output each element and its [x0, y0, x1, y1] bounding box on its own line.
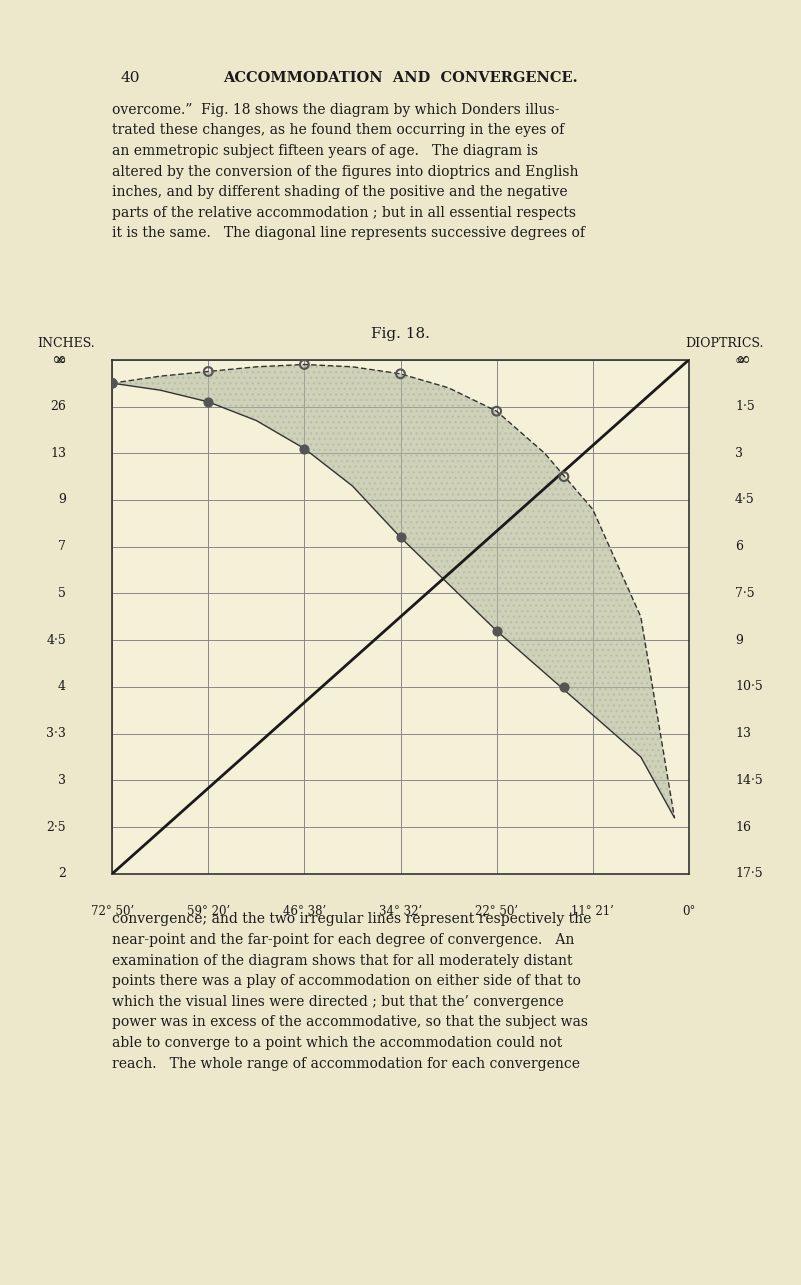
Point: [394, 364, 407, 384]
Text: 7·5: 7·5: [735, 587, 755, 600]
Text: 10·5: 10·5: [735, 680, 763, 694]
Text: overcome.”  Fig. 18 shows the diagram by which Donders illus-
trated these chang: overcome.” Fig. 18 shows the diagram by …: [112, 103, 586, 240]
Text: ∞: ∞: [55, 353, 66, 366]
Text: convergence; and the two irregular lines represent respectively the
near-point a: convergence; and the two irregular lines…: [112, 912, 591, 1070]
Point: [106, 373, 119, 393]
Text: 2·5: 2·5: [46, 821, 66, 834]
Text: 40: 40: [120, 71, 139, 85]
Text: DIOPTRICS.: DIOPTRICS.: [686, 337, 764, 350]
Point: [394, 527, 407, 547]
Point: [298, 355, 311, 375]
Text: ACCOMMODATION  AND  CONVERGENCE.: ACCOMMODATION AND CONVERGENCE.: [223, 71, 578, 85]
Text: 5: 5: [58, 587, 66, 600]
Point: [557, 677, 570, 698]
Text: 3: 3: [735, 447, 743, 460]
Text: 13: 13: [50, 447, 66, 460]
Text: 7: 7: [58, 540, 66, 554]
Point: [490, 401, 503, 421]
Point: [557, 466, 570, 487]
Point: [202, 392, 215, 412]
Text: 9: 9: [58, 493, 66, 506]
Text: 34° 32’: 34° 32’: [379, 905, 422, 917]
Text: ∞: ∞: [735, 351, 750, 369]
Text: 3: 3: [58, 774, 66, 786]
Point: [490, 621, 503, 641]
Text: 72° 50’: 72° 50’: [91, 905, 134, 917]
Text: 22° 50’: 22° 50’: [475, 905, 518, 917]
Text: 9: 9: [735, 634, 743, 646]
Text: 26: 26: [50, 400, 66, 412]
Text: INCHES.: INCHES.: [37, 337, 95, 350]
Text: 4·5: 4·5: [735, 493, 755, 506]
Text: 0°: 0°: [682, 905, 695, 917]
Text: 13: 13: [735, 727, 751, 740]
Point: [298, 438, 311, 459]
Point: [202, 361, 215, 382]
Point: [106, 373, 119, 393]
Text: 16: 16: [735, 821, 751, 834]
Text: 4·5: 4·5: [46, 634, 66, 646]
Text: 59° 20’: 59° 20’: [187, 905, 230, 917]
Text: ∞: ∞: [735, 353, 746, 366]
Text: 3·3: 3·3: [46, 727, 66, 740]
Text: 17·5: 17·5: [735, 867, 763, 880]
Text: ∞: ∞: [51, 351, 66, 369]
Text: Fig. 18.: Fig. 18.: [371, 326, 430, 341]
Text: 2: 2: [58, 867, 66, 880]
Text: 14·5: 14·5: [735, 774, 763, 786]
Text: 4: 4: [58, 680, 66, 694]
Text: 11° 21’: 11° 21’: [571, 905, 614, 917]
Text: 46° 38’: 46° 38’: [283, 905, 326, 917]
Text: 1·5: 1·5: [735, 400, 755, 412]
Text: 6: 6: [735, 540, 743, 554]
